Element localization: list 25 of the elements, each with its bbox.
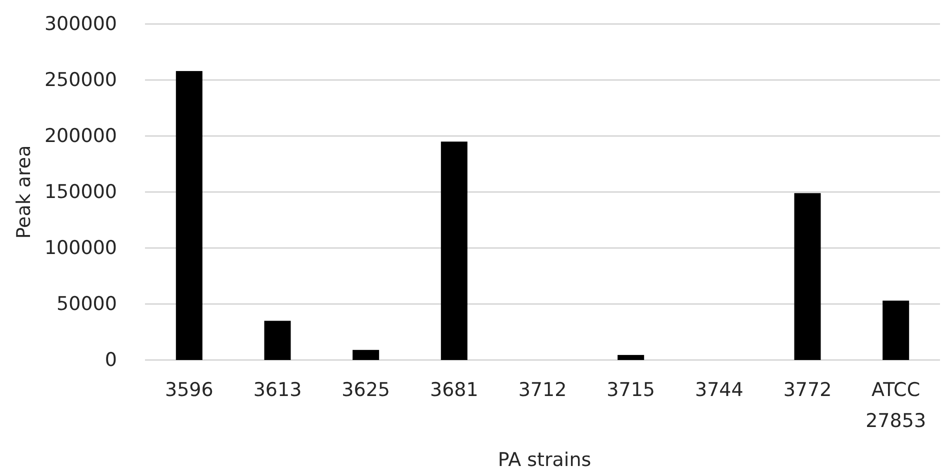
x-tick-label: 3744	[694, 379, 744, 401]
y-tick-label: 250000	[44, 69, 117, 92]
x-tick-label: ATCC 27853	[866, 379, 926, 432]
y-tick-label: 300000	[44, 13, 117, 36]
x-tick-label: 3715	[606, 379, 656, 401]
bar	[176, 71, 202, 360]
x-tick-label: 3625	[342, 379, 390, 401]
bar	[352, 350, 380, 360]
x-tick-label: 3613	[253, 379, 302, 401]
bar	[264, 320, 291, 360]
x-axis-title: PA strains	[498, 449, 592, 471]
bar	[618, 354, 644, 360]
y-tick-label: 50000	[56, 293, 117, 316]
y-tick-label: 200000	[44, 125, 117, 148]
y-axis-title: Peak area	[13, 145, 35, 239]
bar	[794, 193, 821, 360]
x-tick-label: 3772	[783, 379, 832, 401]
x-tick-label: 3596	[164, 379, 214, 401]
bar	[440, 142, 468, 360]
y-tick-label: 0	[104, 349, 117, 372]
y-tick-label: 150000	[44, 181, 117, 204]
bar	[882, 300, 910, 360]
y-tick-label: 100000	[44, 237, 117, 260]
x-tick-label: 3712	[518, 379, 567, 401]
x-tick-label: 3681	[430, 379, 478, 401]
